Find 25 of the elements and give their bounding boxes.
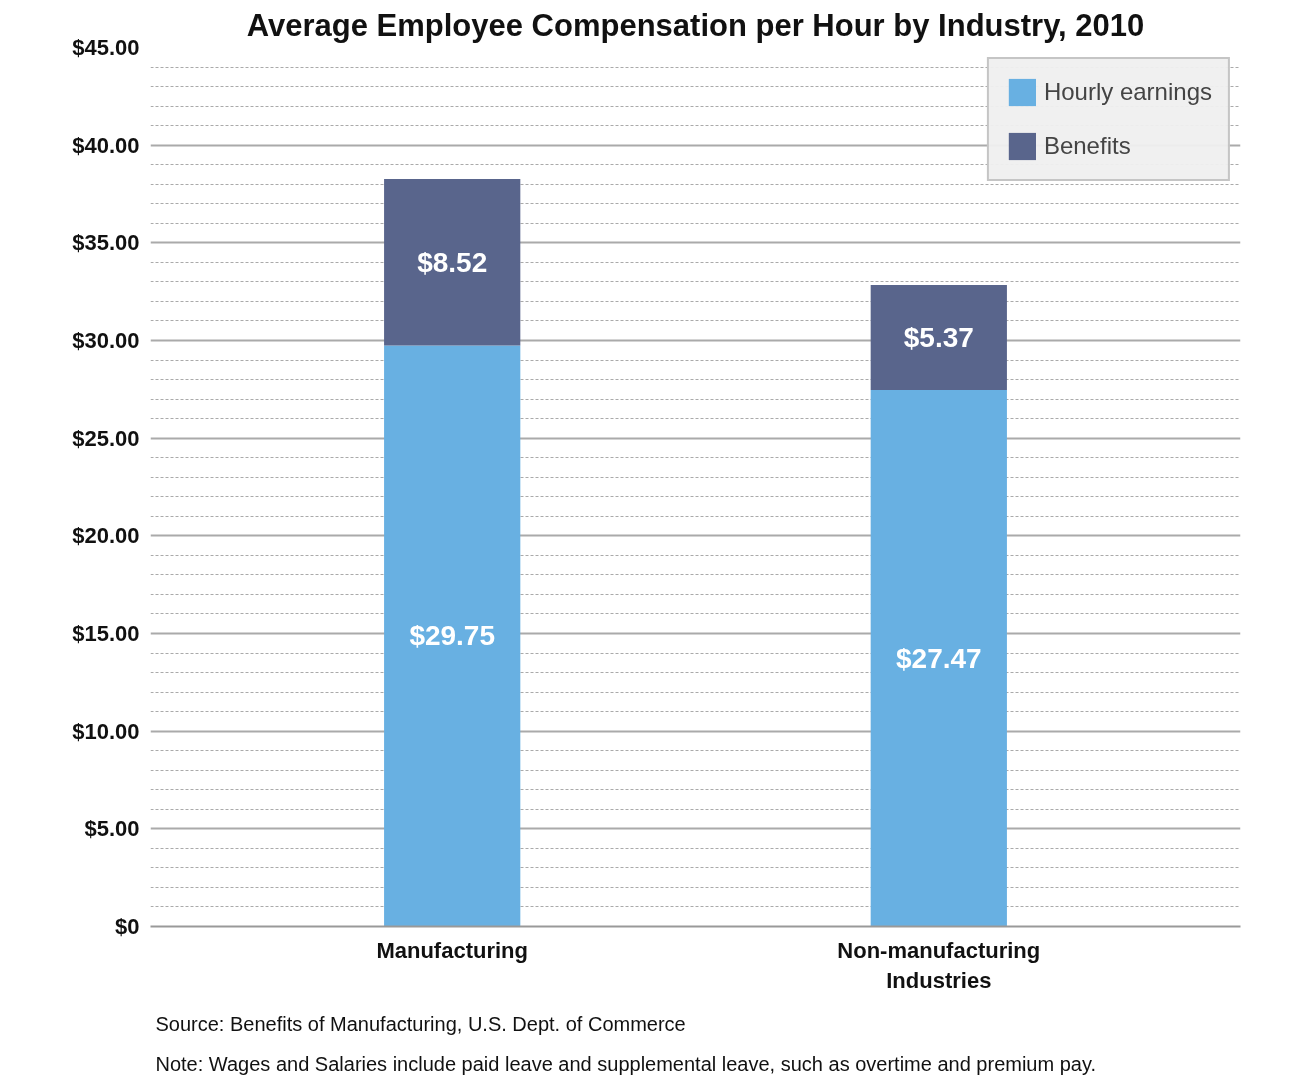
legend-label: Benefits [1043, 132, 1131, 160]
y-tick-label: $15.00 [72, 621, 140, 646]
bar [384, 345, 521, 927]
y-tick-label: $10.00 [72, 718, 140, 744]
y-tick-label: $0 [115, 914, 140, 939]
data-label: $27.47 [895, 642, 982, 674]
data-label: $8.52 [417, 246, 488, 278]
legend-label: Hourly earnings [1043, 78, 1212, 106]
y-tick-label: $45.00 [72, 35, 140, 60]
y-tick-label: $20.00 [72, 523, 140, 549]
x-tick-label: Manufacturing [376, 937, 528, 963]
data-label: $29.75 [409, 620, 496, 652]
text: Note: Wages and Salaries include paid leave and supplemental leave, such as overtime and premium pay. [155, 1052, 1097, 1075]
y-tick-label: $40.00 [72, 132, 140, 158]
y-tick-label: $30.00 [72, 328, 140, 353]
bar [870, 285, 1007, 390]
source-note: Source: Benefits of Manufacturing, U.S. Dept. of Commerce [155, 1012, 686, 1035]
y-tick-label: $25.00 [72, 425, 140, 451]
bar [870, 389, 1007, 927]
x-tick-label: Non-manufacturing Industries [837, 937, 1041, 993]
data-label: $5.37 [903, 321, 974, 353]
chart-title: Average Employee Compensation per Hour by Industry, 2010 [246, 7, 1145, 43]
y-tick-label: $35.00 [72, 230, 140, 256]
bar [384, 178, 521, 346]
y-tick-label: $5.00 [84, 816, 140, 842]
